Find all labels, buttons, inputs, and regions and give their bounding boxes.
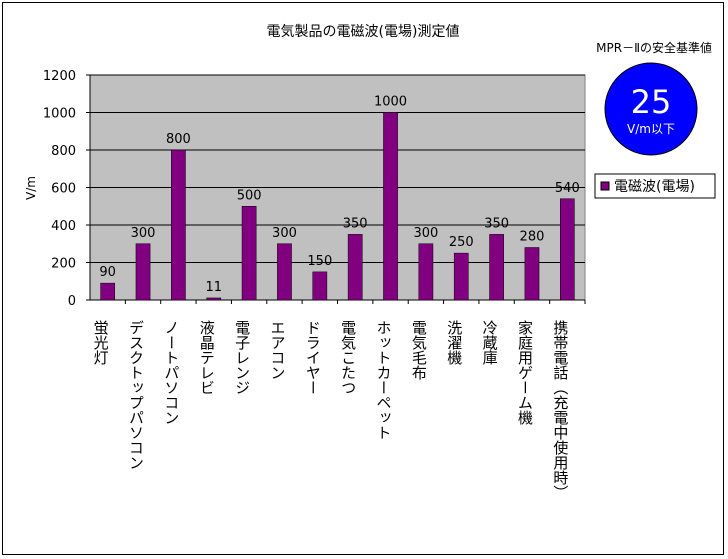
bar xyxy=(241,206,257,301)
bar xyxy=(418,243,434,301)
category-label: ノートパソコン xyxy=(162,320,180,425)
category-label: デスクトップパソコン xyxy=(127,320,145,470)
y-axis-label: V/m xyxy=(24,176,38,200)
data-label: 11 xyxy=(205,280,222,295)
bar-series xyxy=(100,112,575,301)
data-label: 300 xyxy=(272,226,297,241)
chart-title: 電気製品の電磁波(電場)測定値 xyxy=(267,24,460,40)
category-label: 家庭用ゲーム機 xyxy=(516,320,534,426)
category-label: 電気こたつ xyxy=(339,320,357,395)
y-axis: 0 200 400 600 800 1000 1200 xyxy=(43,69,90,309)
data-label: 250 xyxy=(449,235,474,250)
bar xyxy=(453,252,469,301)
standard-value: 25 xyxy=(631,83,672,121)
data-label: 90 xyxy=(99,265,116,280)
category-label: 液晶テレビ xyxy=(198,320,216,395)
y-tick-label: 1200 xyxy=(43,69,76,84)
y-tick-label: 600 xyxy=(51,182,76,197)
category-label: 蛍光灯 xyxy=(92,320,110,366)
bar xyxy=(560,198,575,301)
bar xyxy=(524,247,540,301)
legend-label: 電磁波(電場) xyxy=(614,179,695,195)
y-tick-label: 800 xyxy=(51,144,76,159)
bar xyxy=(206,297,222,301)
category-labels: 蛍光灯 デスクトップパソコン ノートパソコン 液晶テレビ 電子レンジ エアコン ドライヤー電… xyxy=(92,300,586,500)
bar xyxy=(383,112,398,301)
bar xyxy=(312,271,328,301)
bar xyxy=(347,234,363,301)
category-label: 洗濯機 xyxy=(445,320,463,366)
legend-swatch xyxy=(600,181,610,191)
data-label: 800 xyxy=(166,132,191,147)
category-label: 冷蔵庫 xyxy=(481,320,499,365)
bar xyxy=(135,243,151,301)
category-label: エアコン xyxy=(268,320,286,380)
standard-value-badge xyxy=(604,62,698,156)
data-label: 540 xyxy=(555,181,580,196)
category-label: 電子レンジ xyxy=(233,320,251,395)
legend-box xyxy=(594,173,716,199)
y-tick-label: 1000 xyxy=(43,107,76,122)
category-label: 電気毛布 xyxy=(410,320,428,380)
category-label: 携帯電話（充電中使用時） xyxy=(551,320,569,500)
category-label: ホットカーペット xyxy=(375,320,393,440)
y-tick-label: 200 xyxy=(51,257,76,272)
data-labels: 90 300 800 11 500 300 150 350 1000 300 250 350 280 54… xyxy=(99,95,579,295)
data-label: 350 xyxy=(343,216,368,231)
data-label: 280 xyxy=(520,230,545,245)
data-label: 300 xyxy=(131,226,156,241)
data-label: 350 xyxy=(484,216,509,231)
data-label: 1000 xyxy=(374,95,407,110)
y-tick-label: 400 xyxy=(51,219,76,234)
y-tick-label: 0 xyxy=(68,294,76,309)
bar xyxy=(277,243,292,301)
data-label: 300 xyxy=(413,226,438,241)
standard-heading: MPR－Ⅱの安全基準値 xyxy=(596,40,712,55)
bar xyxy=(171,149,186,301)
bar xyxy=(489,234,504,301)
bar xyxy=(100,282,115,301)
category-label: ドライヤー xyxy=(304,320,322,395)
data-label: 150 xyxy=(307,254,332,269)
standard-unit: V/m以下 xyxy=(627,122,675,136)
data-label: 500 xyxy=(237,188,262,203)
